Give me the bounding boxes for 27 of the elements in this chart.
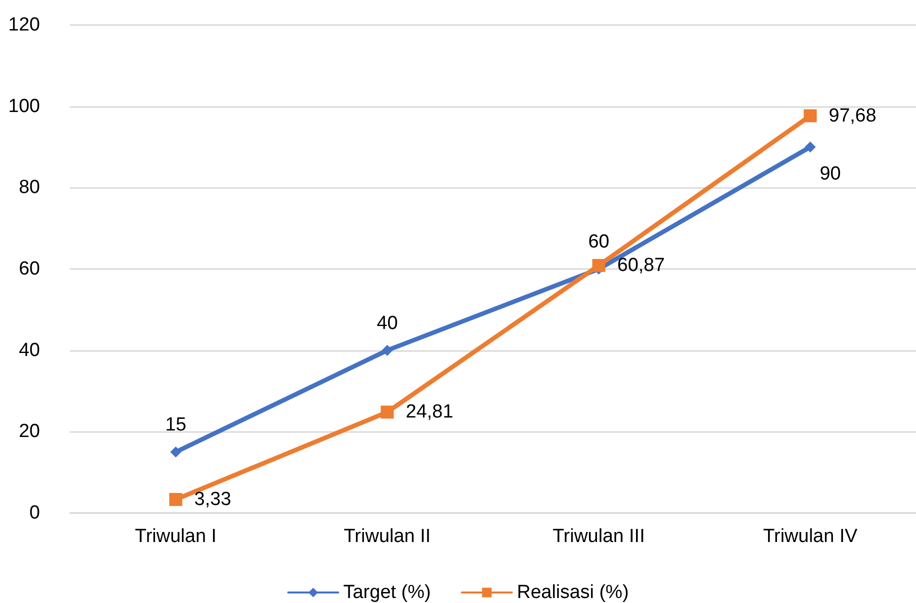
point xyxy=(804,142,816,152)
data-label: 90 xyxy=(820,164,841,184)
y-tick-label: 120 xyxy=(8,14,40,36)
data-label: 15 xyxy=(165,414,186,436)
y-tick-label: 20 xyxy=(18,421,40,442)
x-tick-label: Triwulan IV xyxy=(763,526,858,547)
y-tick-label: 40 xyxy=(18,340,40,361)
point xyxy=(170,446,182,458)
data-label: 97,68 xyxy=(828,105,876,126)
point xyxy=(169,492,182,506)
legend-label: Realisasi (%) xyxy=(516,582,629,603)
data-label: 40 xyxy=(376,312,398,334)
y-tick-label: 0 xyxy=(29,502,40,524)
point xyxy=(382,344,393,356)
point xyxy=(380,406,394,419)
x-tick-label: Triwulan III xyxy=(552,526,645,547)
x-tick-label: Triwulan II xyxy=(344,526,431,547)
y-tick-label: 60 xyxy=(18,258,40,280)
legend-label: Target (%) xyxy=(343,582,431,603)
x-tick-label: Triwulan I xyxy=(134,526,217,547)
point xyxy=(804,109,817,122)
y-tick-label: 80 xyxy=(18,177,40,198)
data-label: 3,33 xyxy=(194,488,232,510)
data-label: 24,81 xyxy=(406,402,454,423)
data-label: 60 xyxy=(588,232,610,252)
data-label: 60,87 xyxy=(617,254,665,276)
y-tick-label: 100 xyxy=(8,96,40,117)
